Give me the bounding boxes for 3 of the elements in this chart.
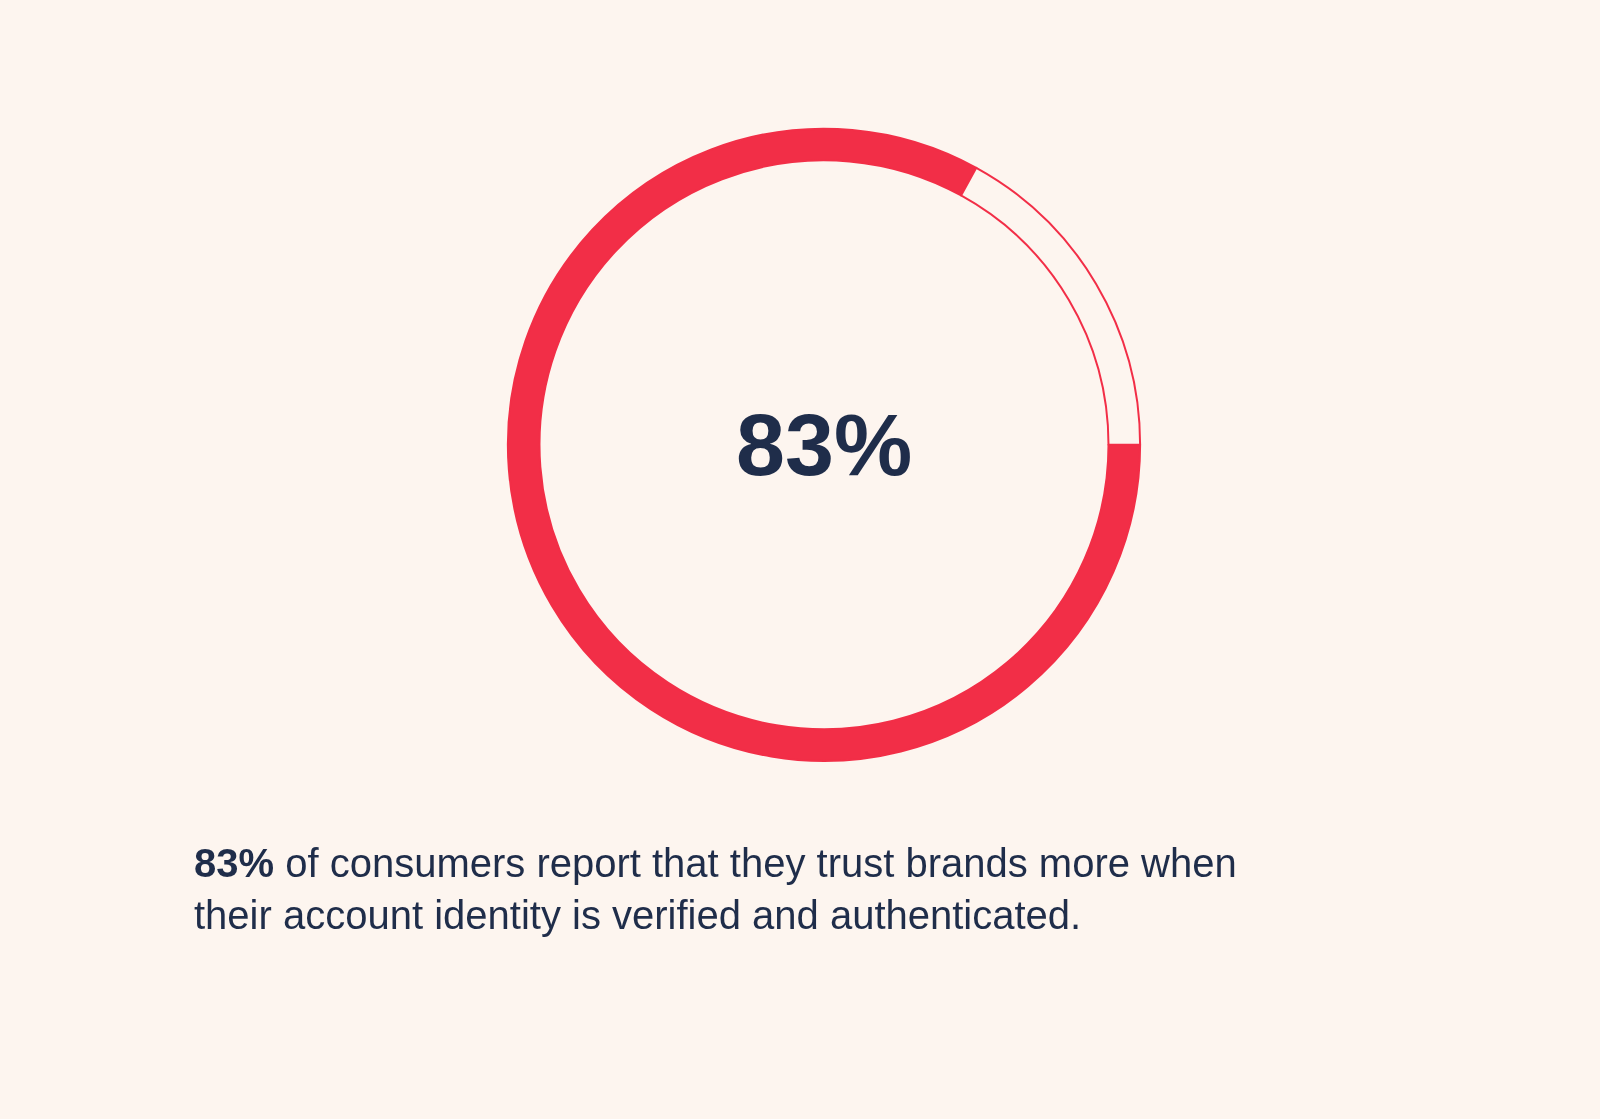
text: 83% of consumers report that they trust brands more when their account identity is verified and authenticated.: [194, 841, 1237, 937]
data-label: 83%: [736, 395, 913, 494]
donut-slice: [507, 127, 1142, 762]
